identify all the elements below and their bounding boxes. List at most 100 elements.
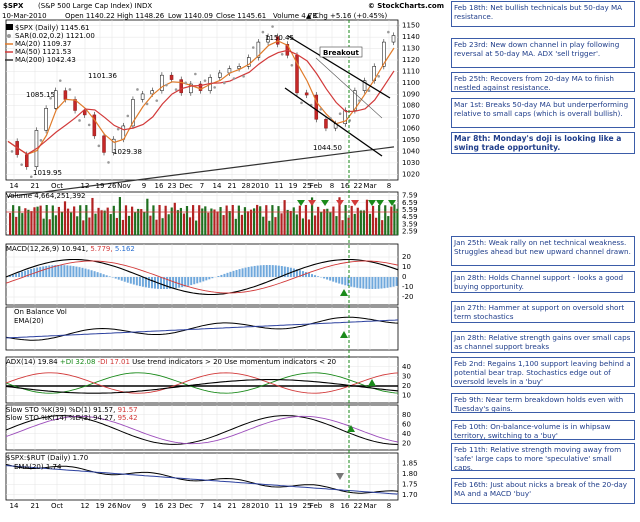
sto-tick-label: 80 [402,411,411,419]
macd-hist-bar [187,277,190,286]
macd-hist-bar [217,276,220,277]
volume-bar [140,209,143,235]
macd-hist-bar [271,265,274,277]
note-box: Feb 11th: Relative strength moving away … [451,443,635,471]
x-tick-label: 14 [213,182,222,190]
sar-dot [232,77,236,80]
macd-hist-bar [48,265,51,277]
volume-bar [228,211,231,235]
x-tick-label: 12 [81,502,90,510]
volume-bar [124,205,128,235]
volume-bar [274,217,277,235]
x-tick-label: 11 [275,182,284,190]
sto-tick-label: 40 [402,430,411,438]
volume-bar [70,212,73,235]
x-tick-label: 26 [108,182,117,190]
volume-bar [256,204,259,235]
macd-hist-bar [93,271,96,277]
macd-hist-bar [45,265,48,277]
x-tick-label: 28 [242,502,251,510]
volume-bar [292,207,295,235]
macd-hist-bar [84,268,87,277]
note-box: Feb 10th: On-balance-volume is in whipsa… [451,420,635,440]
grid-lines [6,20,398,500]
macd-hist-bar [356,277,359,288]
macd-hist-bar [256,265,259,277]
volume-tick-label: 3.59 [402,220,418,228]
obv-label: On Balance Vol [14,308,67,316]
price-tick-label: 1080 [402,102,420,110]
plus-di-line [5,372,399,394]
macd-hist-bar [72,266,75,277]
note-box: Feb 18th: Net bullish technicals but 50-… [451,1,635,27]
macd-line [5,258,399,296]
macd-hist-bar [338,277,341,284]
note-box: Feb 2nd: Regains 1,100 support leaving b… [451,357,635,387]
sar-dot [338,112,342,116]
volume-bar [173,202,176,235]
volume-bar [365,199,369,235]
x-tick-label: Oct [51,182,63,190]
sar-dot [387,30,390,34]
volume-bar [57,206,60,235]
price-tick-label: 1100 [402,79,420,87]
volume-bar [237,205,240,235]
volume-bar [134,212,137,235]
volume-bar [332,206,335,235]
channel-upper [287,35,391,99]
volume-bar [304,205,308,235]
x-tick-label: Feb [310,502,323,510]
volume-bar [45,205,48,235]
x-tick-label: 14 [10,182,19,190]
volume-bar [195,220,198,235]
macd-hist-bar [163,277,166,289]
volume-bar [393,204,396,235]
obv-ema-label: EMA(20) [14,317,44,325]
x-tick-label: Feb [310,182,323,190]
volume-bar [384,205,387,235]
sar-dot [174,88,178,91]
x-tick-label: 2010 [251,502,269,510]
volume-bar [375,217,378,235]
macd-tick-label: 20 [402,253,411,261]
x-tick-label: 21 [228,502,237,510]
volume-bar [213,209,216,235]
candle [25,154,29,168]
x-tick-label: Mar [363,182,376,190]
macd-hist-bar [208,277,211,280]
volume-bar [152,205,155,235]
macd-hist-bar [326,277,329,280]
volume-bar [39,205,42,235]
volume-bar [265,205,268,235]
sar-dot [223,81,226,85]
macd-hist-bar [120,277,123,281]
macd-hist-bar [314,275,317,277]
annotation-notes: Feb 18th: Net bullish technicals but 50-… [451,0,640,522]
volume-bar [204,206,207,235]
volume-bar [176,210,179,235]
sar-dot [145,102,149,106]
macd-hist-bar [39,266,42,277]
volume-bar [179,207,182,235]
chart-symbol: $SPX [3,2,24,10]
sto1-label: Slow STO %K(39) %D(1) 91.57, 91.57 [6,406,138,414]
macd-hist-bar [132,277,135,285]
candle [256,41,261,58]
macd-hist-bar [274,265,277,277]
macd-hist-bar [57,265,60,277]
x-tick-label: 19 [96,502,105,510]
macd-hist-bar [304,272,307,277]
candle [54,90,58,109]
macd-hist-bar [238,269,241,277]
ratio-tick-label: 1.70 [402,491,418,499]
macd-hist-bar [190,277,193,286]
macd-hist-bar [235,269,238,277]
sar-dot [300,101,303,105]
ratio-ema-label: EMA(20) 1.74 [14,463,62,471]
price-label-1019: 1019.95 [33,169,62,177]
x-tick-label: 22 [354,502,363,510]
x-tick-label: 26 [108,502,117,510]
chart-markers: 14 21 Oct 12 19 26 Nov 9 16 23 Dec 7 14 21 28 2010 11 19 2… [10,20,420,510]
sar-dot [213,86,216,89]
signal-arrow-icon [376,200,384,206]
